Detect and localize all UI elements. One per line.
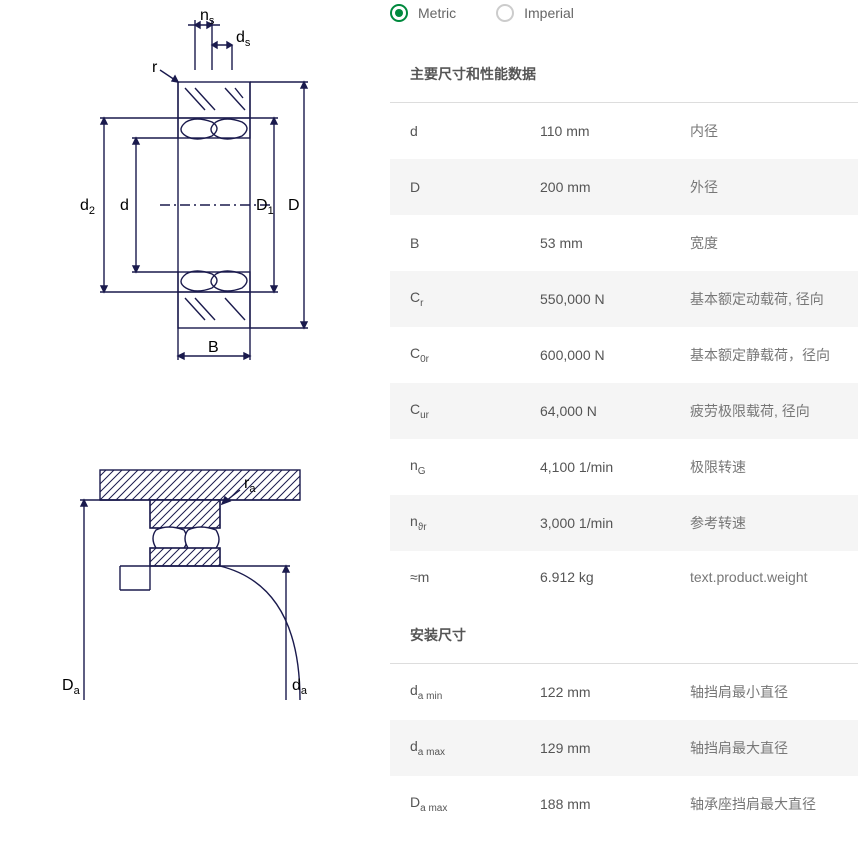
spec-value: 3,000 1/min — [540, 515, 690, 531]
dim-D: D — [288, 197, 300, 214]
dim-ns: n — [200, 10, 209, 24]
spec-description: 外径 — [690, 177, 838, 197]
unit-selector: Metric Imperial — [390, 0, 858, 42]
spec-description: 轴挡肩最大直径 — [690, 738, 838, 758]
spec-row: B53 mm宽度 — [390, 215, 858, 271]
spec-value: 129 mm — [540, 740, 690, 756]
metric-radio[interactable]: Metric — [390, 4, 456, 22]
imperial-radio[interactable]: Imperial — [496, 4, 574, 22]
spec-value: 4,100 1/min — [540, 459, 690, 475]
spec-row: nϑr3,000 1/min参考转速 — [390, 495, 858, 551]
spec-symbol: Cr — [410, 289, 540, 309]
spec-row: da max129 mm轴挡肩最大直径 — [390, 720, 858, 776]
spec-description: 基本额定静载荷，径向 — [690, 345, 838, 365]
spec-row: Cr550,000 N基本额定动载荷, 径向 — [390, 271, 858, 327]
dim-da: d — [292, 677, 301, 694]
spec-symbol: B — [410, 235, 540, 251]
spec-row: ≈m6.912 kgtext.product.weight — [390, 551, 858, 603]
spec-description: text.product.weight — [690, 569, 838, 585]
dim-ds: d — [236, 29, 245, 46]
spec-symbol: da min — [410, 682, 540, 702]
spec-value: 122 mm — [540, 684, 690, 700]
spec-value: 53 mm — [540, 235, 690, 251]
bearing-cross-section-diagram: ns ds r d2 d D1 D B — [60, 10, 320, 370]
imperial-label: Imperial — [524, 5, 574, 21]
spec-value: 6.912 kg — [540, 569, 690, 585]
mounting-diagram: ra Da da — [60, 460, 320, 720]
spec-symbol: nG — [410, 457, 540, 477]
radio-icon — [390, 4, 408, 22]
dim-B: B — [208, 339, 219, 356]
spec-symbol: ≈m — [410, 569, 540, 585]
spec-value: 600,000 N — [540, 347, 690, 363]
spec-row: C0r600,000 N基本额定静载荷，径向 — [390, 327, 858, 383]
dim-d: d — [120, 197, 129, 214]
spec-description: 极限转速 — [690, 457, 838, 477]
spec-row: Da max188 mm轴承座挡肩最大直径 — [390, 776, 858, 832]
spec-symbol: D — [410, 179, 540, 195]
svg-text:Da: Da — [62, 677, 81, 697]
spec-value: 110 mm — [540, 123, 690, 139]
spec-description: 轴挡肩最小直径 — [690, 682, 838, 702]
svg-text:da: da — [292, 677, 308, 697]
spec-row: Cur64,000 N疲劳极限载荷, 径向 — [390, 383, 858, 439]
spec-description: 疲劳极限载荷, 径向 — [690, 401, 838, 421]
spec-symbol: Da max — [410, 794, 540, 814]
spec-symbol: d — [410, 123, 540, 139]
spec-value: 64,000 N — [540, 403, 690, 419]
spec-value: 188 mm — [540, 796, 690, 812]
dim-D1: D — [256, 197, 268, 214]
svg-text:ds: ds — [236, 29, 251, 49]
spec-row: d110 mm内径 — [390, 103, 858, 159]
svg-text:d2: d2 — [80, 197, 95, 217]
spec-description: 基本额定动载荷, 径向 — [690, 289, 838, 309]
spec-description: 轴承座挡肩最大直径 — [690, 794, 838, 814]
metric-label: Metric — [418, 5, 456, 21]
dim-r: r — [152, 59, 158, 76]
section-title: 安装尺寸 — [390, 603, 858, 663]
spec-row: da min122 mm轴挡肩最小直径 — [390, 664, 858, 720]
spec-description: 宽度 — [690, 233, 838, 253]
spec-value: 200 mm — [540, 179, 690, 195]
radio-icon — [496, 4, 514, 22]
spec-symbol: C0r — [410, 345, 540, 365]
spec-symbol: Cur — [410, 401, 540, 421]
spec-row: nG4,100 1/min极限转速 — [390, 439, 858, 495]
spec-description: 内径 — [690, 121, 838, 141]
dim-d2: d — [80, 197, 89, 214]
spec-row: D200 mm外径 — [390, 159, 858, 215]
dim-Da: D — [62, 677, 74, 694]
spec-description: 参考转速 — [690, 513, 838, 533]
section-title: 主要尺寸和性能数据 — [390, 42, 858, 102]
svg-text:D1: D1 — [256, 197, 274, 217]
spec-value: 550,000 N — [540, 291, 690, 307]
spec-symbol: da max — [410, 738, 540, 758]
spec-symbol: nϑr — [410, 513, 540, 533]
